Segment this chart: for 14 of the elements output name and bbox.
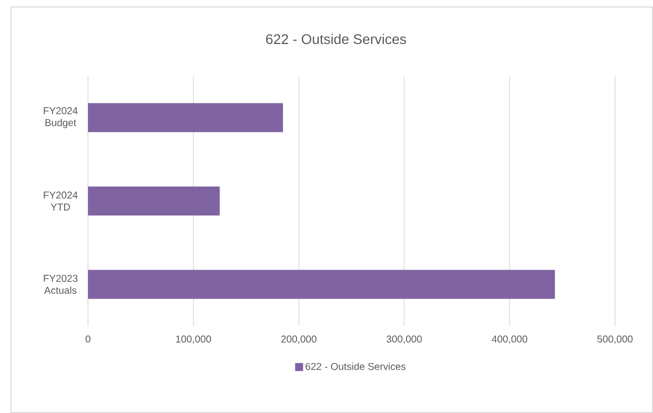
y-tick-label: FY2023 Actuals bbox=[44, 274, 78, 294]
bar bbox=[88, 186, 220, 216]
x-tick-label: 300,000 bbox=[386, 336, 422, 344]
x-tick-label: 500,000 bbox=[597, 336, 633, 344]
chart-title: 622 - Outside Services bbox=[266, 34, 406, 44]
bar bbox=[88, 103, 283, 132]
bar bbox=[88, 270, 555, 299]
x-tick-label: 200,000 bbox=[281, 336, 316, 344]
legend-label: 622 - Outside Services bbox=[306, 362, 406, 370]
y-tick-label: FY2024 YTD bbox=[44, 192, 78, 210]
y-tick-label: FY2024 Budget bbox=[44, 107, 78, 128]
x-tick-label: 100,000 bbox=[176, 336, 212, 344]
x-tick-label: 400,000 bbox=[492, 336, 528, 344]
x-tick-label: 0 bbox=[86, 336, 90, 343]
